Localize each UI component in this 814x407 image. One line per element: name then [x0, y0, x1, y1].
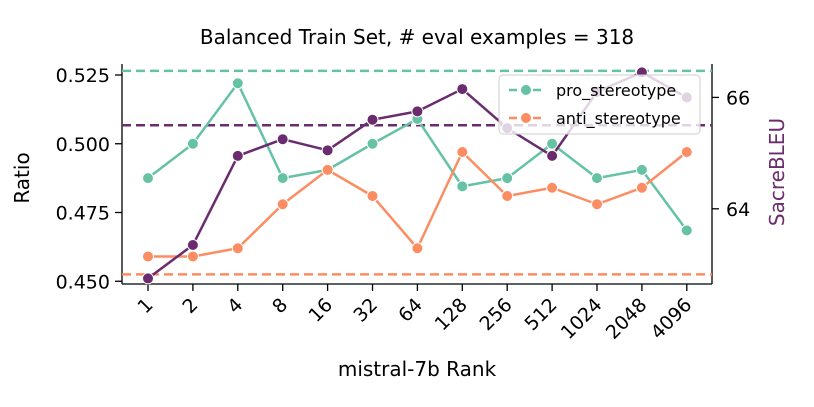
anti-stereotype-point: [231, 242, 244, 255]
x-tick-label: 512: [520, 294, 561, 335]
x-tick-label: 1: [133, 294, 157, 318]
pro-stereotype-point: [231, 77, 244, 90]
y2-tick-label: 64: [726, 199, 750, 221]
x-tick-label: 32: [349, 294, 382, 327]
anti-stereotype-point: [366, 190, 379, 202]
pro-stereotype-point: [456, 180, 469, 193]
sacrebleu-point: [276, 133, 289, 146]
anti-stereotype-point: [635, 181, 648, 194]
sacrebleu-point: [186, 239, 199, 252]
y-tick-label: 0.525: [56, 65, 110, 87]
x-tick-label: 4096: [647, 294, 697, 344]
sacrebleu-point: [366, 113, 379, 126]
pro-stereotype-point: [591, 172, 603, 185]
legend-marker-anti-stereotype: [520, 112, 532, 124]
x-tick-label: 128: [431, 294, 472, 335]
y2-tick-label: 66: [726, 87, 750, 109]
sacrebleu-point: [321, 144, 334, 157]
legend-label-anti-stereotype: anti_stereotype: [556, 109, 681, 129]
pro-stereotype-point: [276, 172, 289, 185]
legend: pro_stereotype anti_stereotype: [498, 74, 701, 135]
sacrebleu-point: [231, 149, 244, 162]
x-tick-label: 1024: [557, 294, 607, 344]
chart-title: Balanced Train Set, # eval examples = 31…: [200, 25, 634, 49]
anti-stereotype-point: [186, 250, 199, 263]
pro-stereotype-point: [680, 224, 693, 237]
sacrebleu-point: [411, 105, 424, 118]
y-tick-label: 0.500: [56, 134, 110, 156]
y-tick-label: 0.450: [56, 271, 110, 293]
pro-stereotype-point: [635, 163, 648, 176]
pro-stereotype-point: [546, 137, 559, 150]
legend-marker-pro-stereotype: [520, 84, 532, 96]
legend-frame: [498, 74, 701, 135]
anti-stereotype-point: [591, 198, 603, 211]
x-axis-title: mistral-7b Rank: [338, 357, 497, 381]
anti-stereotype-point: [456, 146, 469, 158]
anti-stereotype-line: [148, 150, 688, 258]
anti-stereotype-point: [680, 146, 693, 158]
x-tick-label: 4: [223, 294, 247, 318]
pro-stereotype-point: [366, 137, 379, 150]
x-tick-label: 16: [304, 294, 337, 327]
pro-stereotype-point: [142, 172, 154, 185]
anti-stereotype-point: [321, 163, 334, 176]
legend-label-pro-stereotype: pro_stereotype: [556, 81, 676, 101]
x-tick-label: 8: [268, 294, 292, 318]
sacrebleu-point: [142, 272, 154, 285]
anti-stereotype-point: [546, 181, 559, 194]
y2-axis-title: SacreBLEU: [765, 118, 789, 226]
y-tick-label: 0.475: [56, 203, 110, 225]
x-tick-label: 2048: [602, 294, 652, 344]
x-tick-label: 64: [394, 294, 427, 327]
x-tick-label: 256: [476, 294, 517, 335]
anti-stereotype-point: [411, 242, 424, 255]
anti-stereotype-point: [276, 198, 289, 211]
pro-stereotype-point: [501, 172, 514, 185]
sacrebleu-point: [456, 83, 469, 96]
anti-stereotype-point: [501, 190, 514, 202]
anti-stereotype-point: [142, 250, 154, 263]
y-axis-title: Ratio: [10, 152, 34, 203]
pro-stereotype-point: [186, 137, 199, 150]
sacrebleu-point: [546, 149, 559, 162]
x-tick-label: 2: [178, 294, 202, 318]
